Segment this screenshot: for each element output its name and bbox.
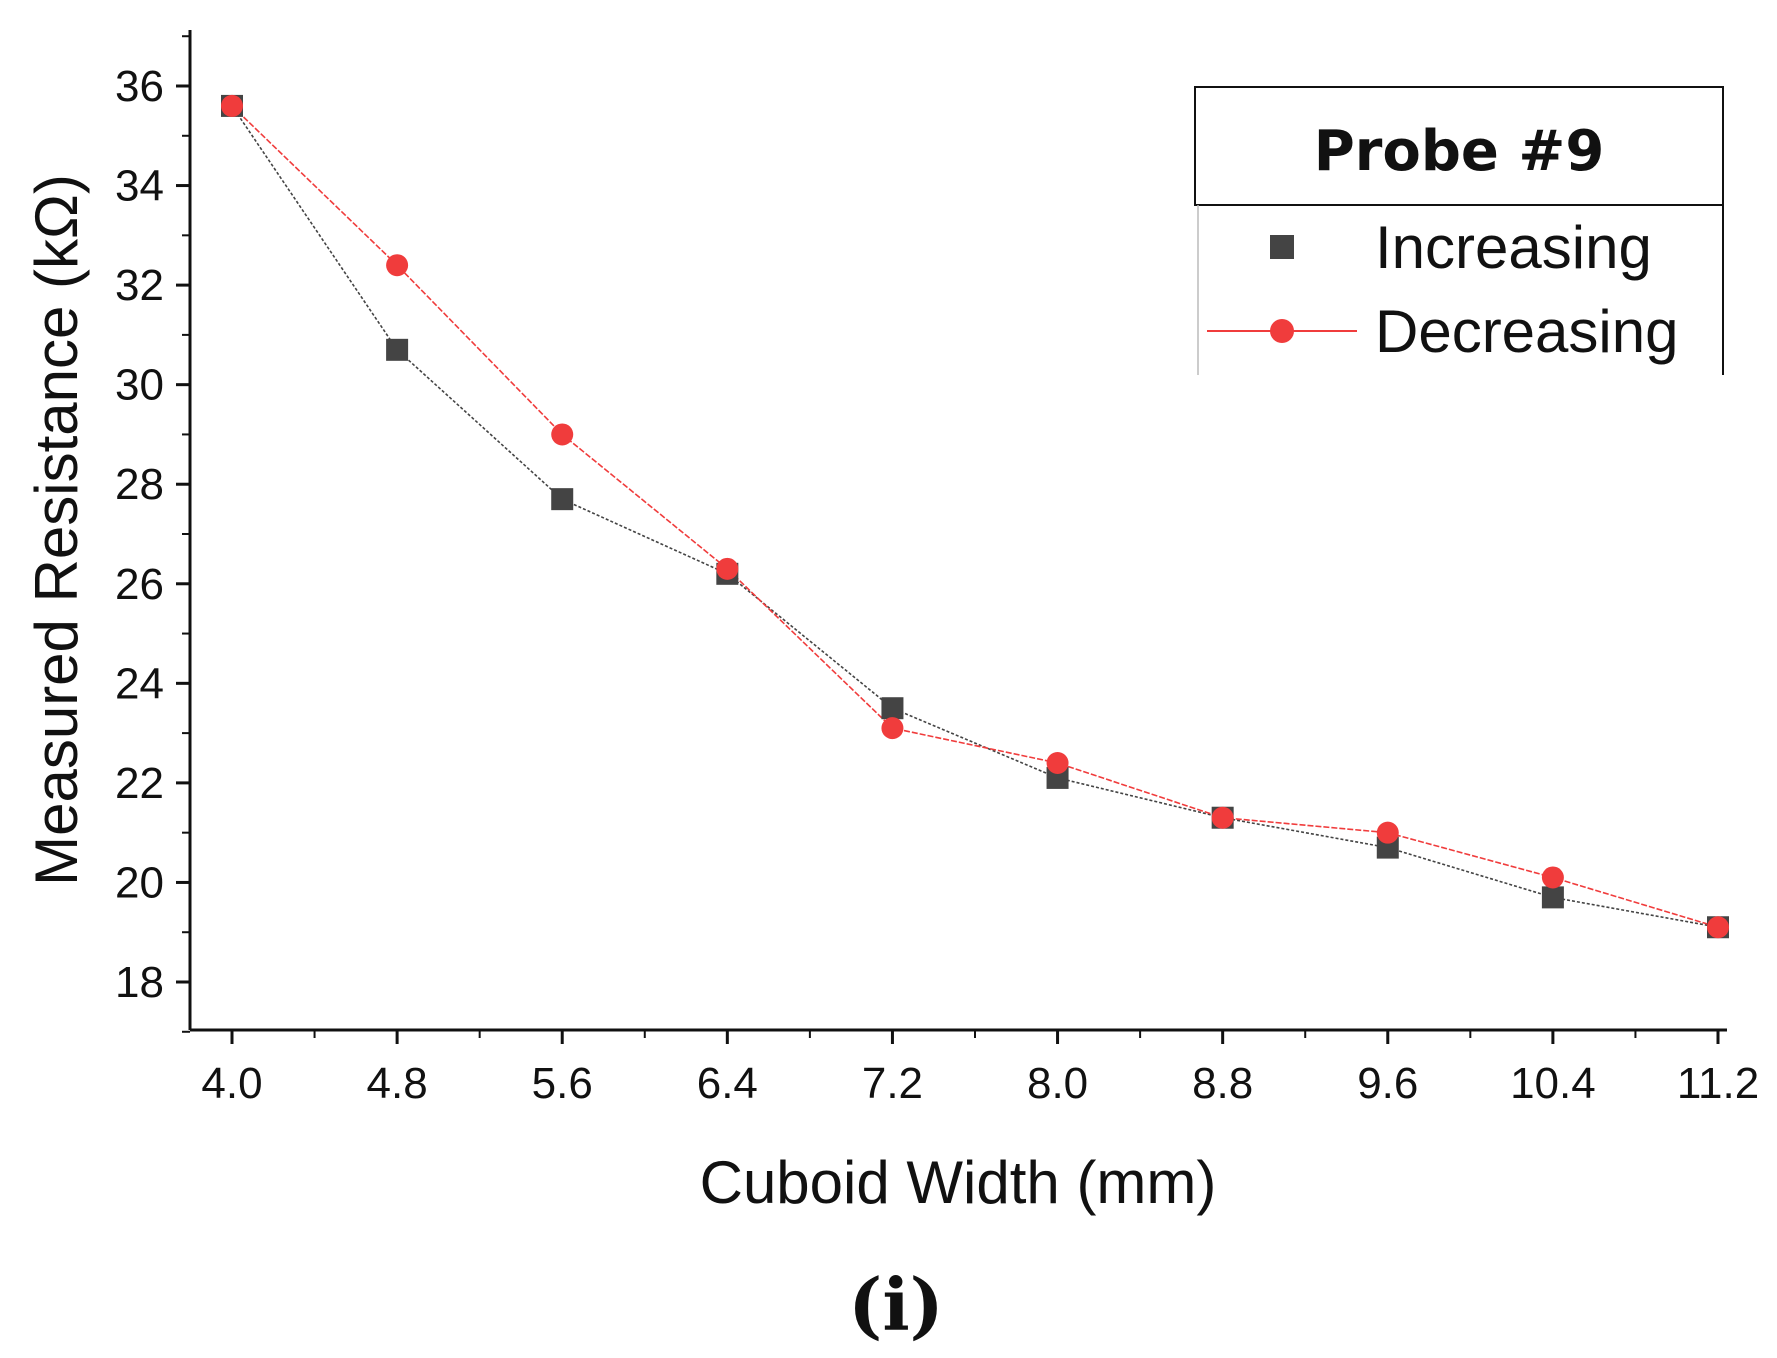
y-tick-label: 20 <box>115 858 164 907</box>
legend: Probe #9 Increasing Decreasing <box>1194 86 1724 375</box>
x-tick-label: 4.8 <box>367 1059 428 1108</box>
series-line-increasing <box>231 105 1719 928</box>
marker-increasing <box>1541 886 1564 909</box>
y-tick-label: 26 <box>115 560 164 609</box>
legend-decreasing-marker <box>1270 319 1294 343</box>
y-tick-label: 30 <box>115 361 164 410</box>
legend-decreasing-label: Decreasing <box>1375 298 1679 365</box>
marker-increasing <box>551 488 574 511</box>
marker-decreasing <box>1211 806 1234 829</box>
y-axis-title: Measured Resistance (kΩ) <box>23 174 90 886</box>
panel-label: (i) <box>848 1262 943 1347</box>
y-tick-label: 22 <box>115 759 164 808</box>
marker-increasing <box>386 338 409 361</box>
x-tick-label: 11.2 <box>1677 1059 1759 1108</box>
series-markers <box>221 94 1729 939</box>
x-tick-label: 9.6 <box>1357 1059 1418 1108</box>
x-tick-label: 6.4 <box>697 1059 758 1108</box>
marker-decreasing <box>1541 866 1564 889</box>
marker-decreasing <box>881 717 904 740</box>
x-ticks: 4.0 4.8 5.6 6.4 7.2 8.0 8.8 9.6 10.4 11.2 <box>201 1030 1759 1108</box>
legend-title-box <box>1194 86 1724 206</box>
x-tick-label: 5.6 <box>532 1059 593 1108</box>
marker-decreasing <box>386 254 409 277</box>
x-tick-label: 4.0 <box>201 1059 262 1108</box>
marker-decreasing <box>221 94 243 117</box>
series-line-decreasing <box>231 105 1719 928</box>
x-tick-label: 7.2 <box>862 1059 923 1108</box>
marker-decreasing <box>716 557 739 580</box>
x-tick-label: 10.4 <box>1510 1059 1596 1108</box>
legend-title: Probe #9 <box>1314 119 1605 184</box>
marker-decreasing <box>551 423 574 446</box>
marker-decreasing <box>1046 751 1069 774</box>
y-tick-label: 36 <box>115 62 164 111</box>
y-tick-label: 24 <box>115 659 164 708</box>
y-tick-label: 32 <box>115 261 164 310</box>
legend-increasing-marker <box>1270 235 1294 259</box>
y-tick-label: 34 <box>115 162 164 211</box>
y-tick-label: 28 <box>115 460 164 509</box>
x-tick-label: 8.8 <box>1192 1059 1253 1108</box>
legend-increasing-label: Increasing <box>1375 214 1652 281</box>
series-lines <box>231 105 1719 928</box>
x-axis-title: Cuboid Width (mm) <box>700 1149 1217 1216</box>
marker-decreasing <box>1707 916 1729 939</box>
marker-increasing <box>881 697 904 720</box>
marker-decreasing <box>1376 821 1399 844</box>
x-tick-label: 8.0 <box>1027 1059 1088 1108</box>
y-tick-label: 18 <box>115 958 164 1007</box>
y-ticks: 18 20 22 24 26 28 30 32 34 36 <box>115 35 190 1033</box>
plot-area: 18 20 22 24 26 28 30 32 34 36 4.0 4.8 5.6 6.4 7.2 8.0 8… <box>115 30 1759 1108</box>
